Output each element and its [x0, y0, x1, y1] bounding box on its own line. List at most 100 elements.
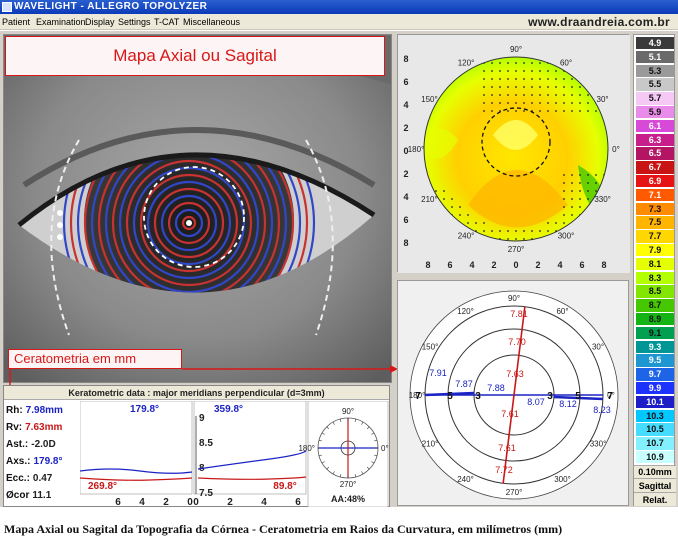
scale-swatch: 9.9 [636, 382, 674, 395]
axial-map-deg-8: 210° [421, 195, 438, 204]
chart1-axis-bottom: 269.8° [88, 481, 117, 492]
scale-swatch: 7.3 [636, 202, 674, 215]
curvature-radii-panel[interactable]: 90° 60° 30° 0° 330° 300° 270° 240° 210° 180° 150° 1… [397, 280, 629, 506]
vertical-radius-3: 7.61 [501, 409, 519, 419]
scale-swatch: 7.1 [636, 188, 674, 202]
curvature-map-deg-2: 30° [592, 343, 604, 352]
scale-step: 0.10mm [634, 465, 676, 478]
curvature-radii-diagram: 90° 60° 30° 0° 330° 300° 270° 240° 210° 180° 150° 1… [409, 290, 619, 500]
scale-swatch: 8.7 [636, 299, 674, 312]
map-title-annotation: Mapa Axial ou Sagital [5, 36, 385, 76]
axial-map-deg-10: 150° [421, 95, 438, 104]
menu-tcat[interactable]: T-CAT [154, 17, 180, 27]
axial-bottom-tick-0: 8 [425, 260, 430, 270]
menu-examination[interactable]: Examination [36, 17, 86, 27]
compass-label-180: 180° [298, 444, 315, 453]
curvature-map-deg-7: 240° [457, 475, 474, 484]
scale-swatch: 8.1 [636, 257, 674, 271]
chart2-x-tick-1: 2 [227, 497, 233, 507]
chart1-axis-top: 179.8° [130, 404, 159, 415]
scale-swatch: 9.3 [636, 340, 674, 353]
vertical-radius-4: 7.61 [498, 443, 516, 453]
axial-bottom-tick-7: 6 [579, 260, 584, 270]
chart2-y-tick-0: 9 [199, 413, 205, 424]
axial-map-deg-3: 0° [612, 145, 620, 154]
window-title: WAVELIGHT - ALLEGRO TOPOLYZER [14, 1, 208, 12]
curvature-map-deg-6: 270° [506, 488, 523, 497]
kparam-label: Rh: [6, 405, 23, 416]
ring-label-0: 7 [415, 391, 421, 402]
menu-settings[interactable]: Settings [118, 17, 151, 27]
axial-map-deg-0: 90° [510, 45, 522, 54]
horizontal-radius-5: 8.23 [593, 405, 611, 415]
kparam-value: 0.47 [32, 473, 53, 484]
scale-swatch: 5.1 [636, 50, 674, 64]
axial-left-tick-6: 4 [403, 192, 408, 202]
kparam-row: Axs.: 179.8° [6, 454, 80, 470]
scale-swatch: 9.1 [636, 326, 674, 340]
scale-type-button[interactable]: Sagittal [634, 478, 676, 492]
axial-bottom-tick-4: 0 [513, 260, 518, 270]
menu-miscellaneous[interactable]: Miscellaneous [183, 17, 241, 27]
menu-bar: Patient Examination Display Settings T-C… [0, 14, 678, 30]
scale-swatch: 10.9 [636, 451, 674, 464]
vertical-radius-5: 7.72 [495, 465, 513, 475]
scale-swatch: 5.5 [636, 78, 674, 91]
curvature-map-deg-9: 180° [409, 391, 426, 400]
compass-label-0: 0° [381, 444, 389, 453]
kparam-value: 7.63mm [25, 422, 63, 433]
scale-swatch: 5.3 [636, 64, 674, 77]
chart1-x-tick-3: 0 [187, 497, 193, 507]
axial-left-tick-3: 2 [403, 123, 408, 133]
scale-swatch: 10.1 [636, 395, 674, 409]
scale-swatch: 6.9 [636, 175, 674, 188]
aa-value: AA:48% [331, 494, 365, 504]
horizontal-radius-3: 8.07 [527, 397, 545, 407]
kparam-value: 11.1 [32, 490, 52, 501]
scale-swatch: 7.5 [636, 216, 674, 229]
curvature-map-deg-8: 210° [422, 440, 439, 449]
axial-bottom-tick-6: 4 [557, 260, 562, 270]
keratometric-data-panel: Keratometric data : major meridians perp… [3, 385, 390, 507]
axial-map-deg-11: 120° [458, 58, 475, 67]
axial-bottom-tick-2: 4 [469, 260, 474, 270]
horizontal-radius-0: 7.91 [429, 368, 447, 378]
chart2-x-tick-2: 4 [261, 497, 267, 507]
color-scale-legend: 4.9 5.1 5.3 5.5 5.7 5.9 6.1 6.3 6.5 6.7 6.9 7.1 7.3 7… [633, 34, 676, 506]
chart2-y-tick-3: 7.5 [199, 488, 213, 499]
axial-left-tick-8: 8 [403, 238, 408, 248]
chart1-x-tick-1: 4 [139, 497, 145, 507]
figure-caption: Mapa Axial ou Sagital da Topografia da C… [4, 522, 563, 536]
menu-patient[interactable]: Patient [2, 17, 31, 27]
eye-placido-image [3, 34, 392, 383]
axial-left-tick-1: 6 [403, 77, 408, 87]
scale-swatch: 5.7 [636, 92, 674, 105]
scale-mode-button[interactable]: Relat. [634, 492, 676, 506]
chart2-x-tick-3: 6 [295, 497, 301, 507]
scale-swatch: 8.9 [636, 313, 674, 326]
chart2-axis-bottom: 89.8° [273, 481, 296, 492]
compass-label-90: 90° [342, 407, 354, 416]
scale-swatch: 7.9 [636, 244, 674, 257]
app-icon [2, 2, 12, 12]
axial-map-deg-7: 240° [458, 232, 475, 241]
kparam-value: 179.8° [33, 456, 63, 467]
axial-map-deg-4: 330° [594, 195, 611, 204]
kparam-label: Ecc.: [6, 473, 30, 484]
kparam-label: Axs.: [6, 456, 31, 467]
curvature-map-deg-4: 330° [590, 440, 607, 449]
menu-display[interactable]: Display [85, 17, 115, 27]
horizontal-radius-1: 7.87 [455, 379, 473, 389]
scale-swatch: 6.5 [636, 147, 674, 160]
vertical-radius-2: 7.63 [506, 369, 524, 379]
kparam-row: Rv: 7.63mm [6, 420, 80, 436]
axial-map-deg-2: 30° [597, 95, 609, 104]
axial-left-tick-0: 8 [403, 54, 408, 64]
scale-swatch: 10.7 [636, 437, 674, 450]
scale-swatch: 9.7 [636, 368, 674, 381]
kparam-row: Rh: 7.98mm [6, 403, 80, 419]
kparam-row: Ecc.: 0.47 [6, 471, 80, 487]
axial-map-panel[interactable]: 90° 60° 30° 0° 330° 300° 270° 240° 210° 180° 150° 1… [397, 34, 630, 273]
curvature-map-deg-10: 150° [422, 343, 439, 352]
